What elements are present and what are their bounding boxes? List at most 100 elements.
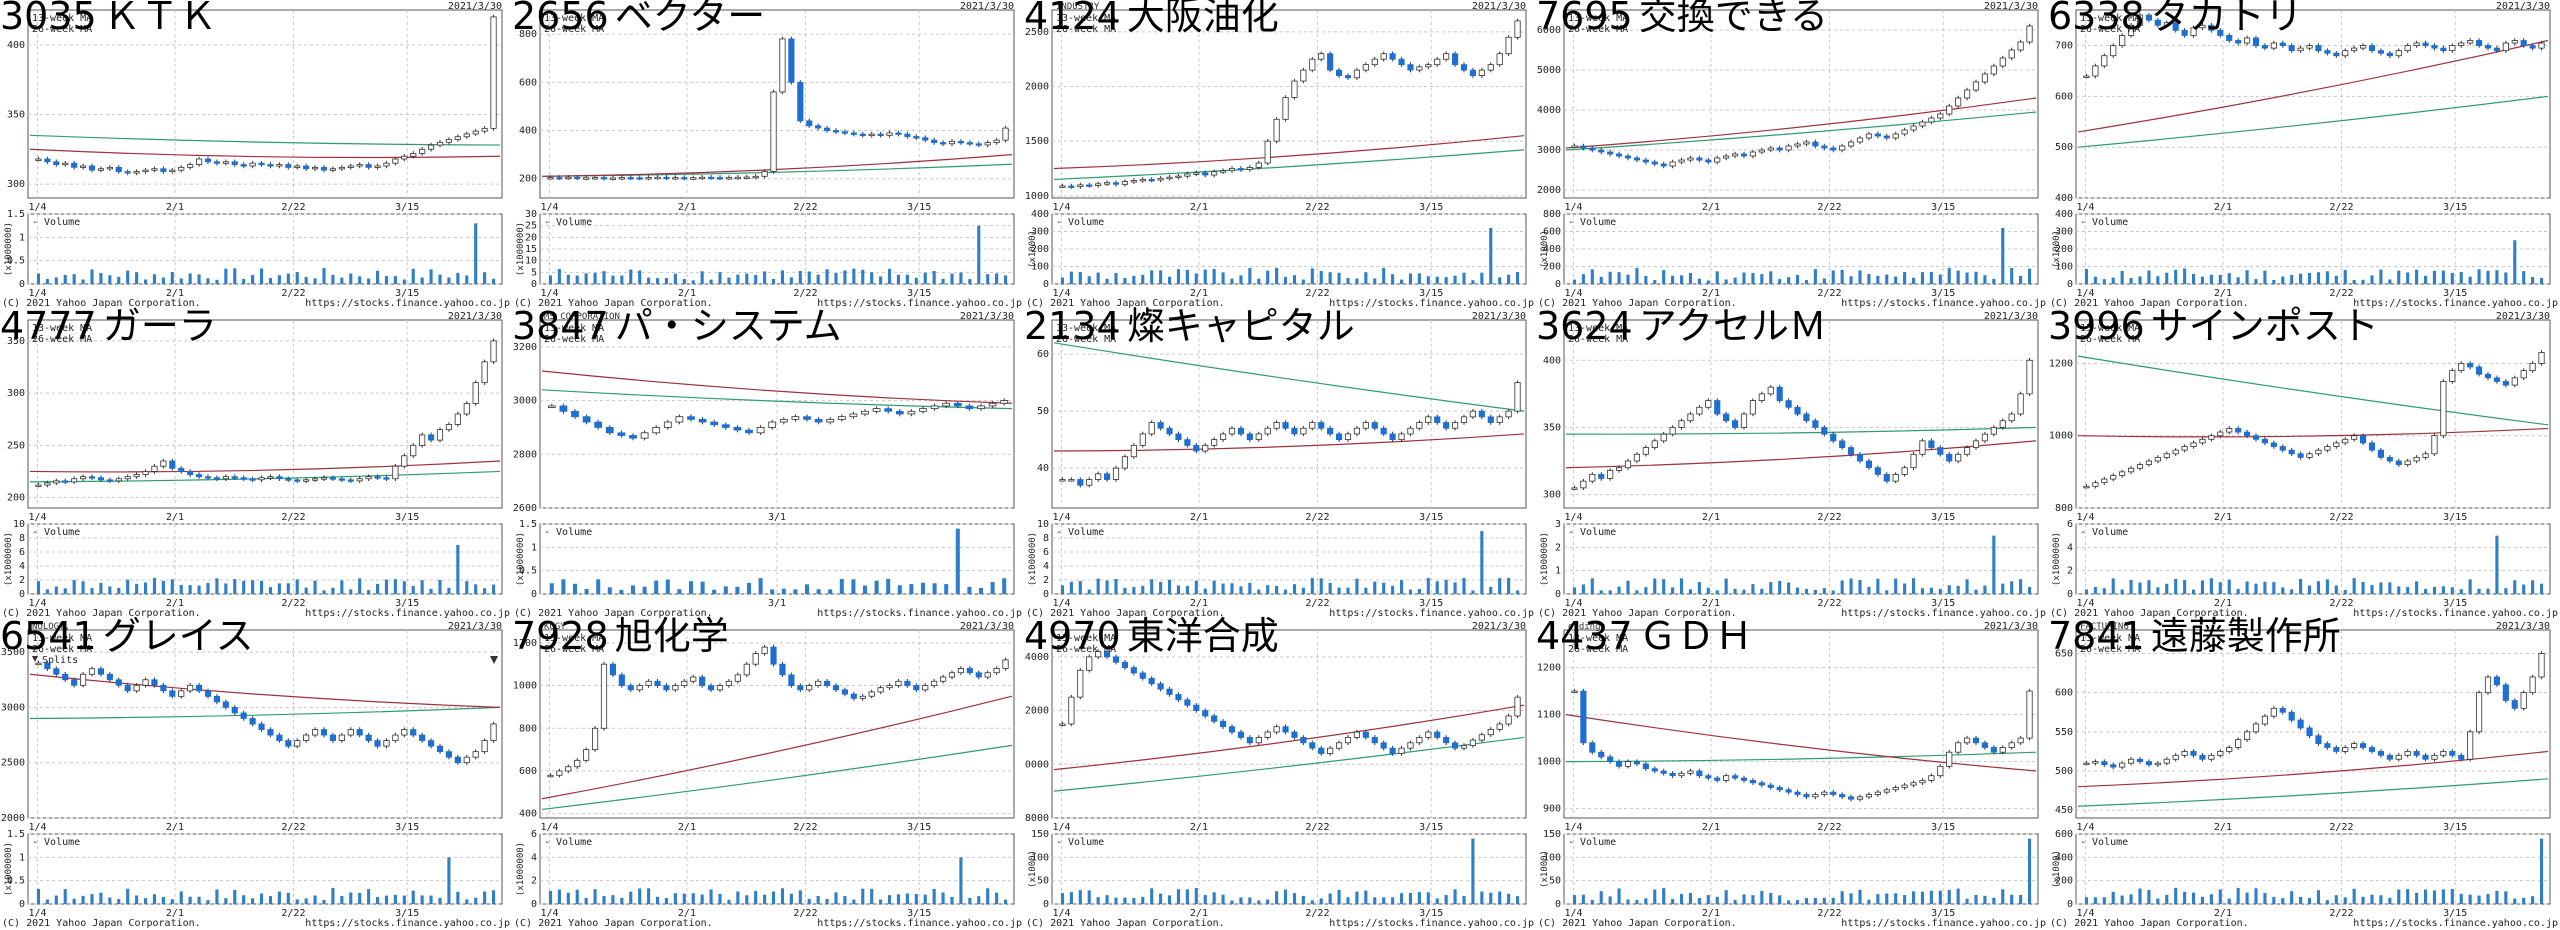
candle-up <box>35 662 42 666</box>
stock-chart-panel: 900 1000 1100 1200 1/4 1/4 2/1 2/1 2/22 2/22 3/15 3… <box>1536 614 2048 930</box>
candle-down <box>195 474 203 478</box>
x-tick-label: 2/1 <box>2214 202 2232 213</box>
candle-down <box>44 158 51 163</box>
candle-down <box>1767 784 1774 788</box>
candle-up <box>1130 180 1137 183</box>
y-tick-label: 10000 <box>1024 759 1049 770</box>
ma13-legend: 13-week MA <box>1056 13 1116 24</box>
candle-up <box>142 679 149 686</box>
volume-tick-label: 0 <box>1043 899 1049 910</box>
candle-down <box>374 476 381 479</box>
candle-down <box>707 685 715 691</box>
x-tick-label: 3/15 <box>907 202 931 213</box>
candle-down <box>1300 737 1307 744</box>
candle-up <box>472 130 479 135</box>
candle-up <box>124 476 131 480</box>
candle-down <box>605 427 614 434</box>
candle-up <box>1758 149 1765 153</box>
candle-up <box>2083 485 2090 489</box>
candle-up <box>454 136 461 140</box>
candle-down <box>1318 422 1325 429</box>
candle-down <box>356 729 363 736</box>
candle-down <box>2368 442 2376 451</box>
candle-down <box>1821 145 1828 149</box>
price-plot-frame <box>27 629 503 819</box>
candle-down <box>965 405 974 410</box>
candlestick-chart: 2000 2500 3000 3500 1/4 1/4 2/1 2/1 2/22 2/22 3/15… <box>1 621 510 929</box>
candle-down <box>294 479 301 482</box>
candle-up <box>2270 707 2277 717</box>
candle-down <box>2377 751 2385 756</box>
volume-tick-label: 0 <box>1043 279 1049 290</box>
candle-up <box>1407 427 1414 435</box>
chart-date: 2021/3/30 <box>448 311 502 322</box>
volume-tick-label: 50 <box>1549 876 1561 887</box>
ma13-legend: 13-week MA <box>32 13 92 24</box>
candle-up <box>654 176 661 180</box>
candle-down <box>2199 754 2206 760</box>
candle-up <box>463 403 470 415</box>
y-tick-label: 3000 <box>1537 145 1561 156</box>
candle-down <box>913 136 920 139</box>
x-tick-label: 2/1 <box>1702 288 1720 299</box>
x-tick-label: 1/4 <box>1564 288 1582 299</box>
candle-up <box>472 751 479 758</box>
x-tick-label: 2/1 <box>1190 598 1208 609</box>
chart-header: oldings <box>1568 622 1606 632</box>
candle-up <box>1910 125 1917 131</box>
x-tick-label: 2/22 <box>281 512 305 523</box>
volume-tick-label: 300 <box>2055 227 2073 238</box>
candle-up <box>2119 762 2126 768</box>
candle-down <box>2458 754 2465 760</box>
candle-up <box>133 474 140 478</box>
candle-down <box>44 662 51 670</box>
ma26-legend: 26-week MA <box>1568 334 1628 345</box>
source-url: https://stocks.finance.yahoo.co.jp <box>817 608 1022 619</box>
candle-down <box>88 476 96 479</box>
candle-up <box>1202 444 1209 452</box>
candle-down <box>1451 53 1459 66</box>
stock-chart-panel: 400 600 800 1000 1200 1/4 1/4 2/1 2/1 2/22 2/22 3/1… <box>512 614 1024 930</box>
candle-up <box>681 680 688 686</box>
candle-up <box>2163 758 2170 764</box>
candle-up <box>886 685 893 689</box>
candle-up <box>490 16 497 129</box>
candle-up <box>1121 181 1129 185</box>
copyright: (C) 2021 Yahoo Japan Corporation. <box>1538 608 1737 619</box>
candle-down <box>904 133 911 137</box>
candle-up <box>609 177 617 180</box>
candle-up <box>1353 69 1361 79</box>
candle-up <box>2538 42 2545 49</box>
candlestick-chart: 200 250 300 350 1/4 1/4 2/1 2/1 2/22 2/22 3/15 3/15… <box>2 311 510 619</box>
candle-down <box>365 164 372 168</box>
candle-up <box>1963 447 1971 455</box>
candle-up <box>1955 453 1962 462</box>
x-tick-label: 2/1 <box>1190 908 1208 919</box>
candle-down <box>1371 422 1378 429</box>
x-tick-label: 1/4 <box>540 908 558 919</box>
volume-plot-frame <box>2075 523 2551 595</box>
candle-down <box>160 684 167 692</box>
candle-up <box>2128 758 2135 764</box>
chart-date: 2021/3/30 <box>960 621 1014 632</box>
x-tick-label: 3/15 <box>1931 598 1955 609</box>
candle-up <box>1228 168 1236 172</box>
candle-up <box>2128 467 2135 473</box>
candle-up <box>311 729 319 736</box>
candle-down <box>1175 694 1182 701</box>
candle-up <box>1434 58 1441 66</box>
candle-up <box>716 685 724 691</box>
volume-plot-frame <box>27 523 503 595</box>
candle-down <box>2252 37 2260 46</box>
ma26-legend: 26-week MA <box>2080 644 2140 655</box>
x-tick-label: 3/15 <box>907 288 931 299</box>
candle-up <box>761 171 768 177</box>
candle-down <box>1758 782 1765 786</box>
x-tick-label: 3/15 <box>907 908 931 919</box>
ma26-line <box>29 134 501 146</box>
y-tick-label: 600 <box>2055 688 2073 699</box>
x-tick-label: 2/1 <box>2214 822 2232 833</box>
candle-up <box>1068 479 1075 482</box>
y-tick-label: 500 <box>2055 142 2073 153</box>
